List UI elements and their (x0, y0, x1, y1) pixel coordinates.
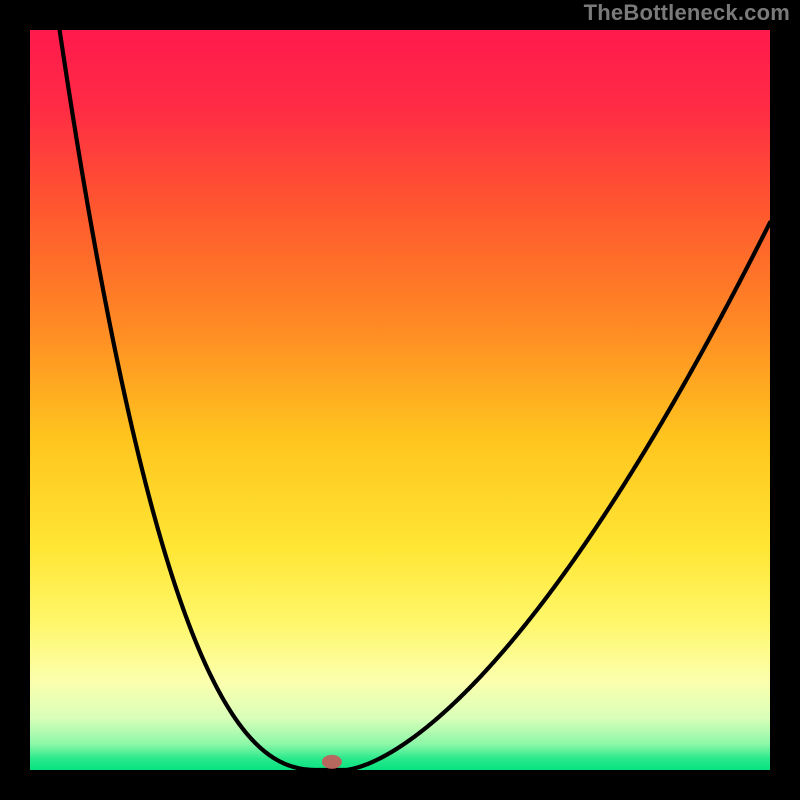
bottleneck-chart (0, 0, 800, 800)
chart-background (30, 30, 770, 770)
optimum-marker (322, 755, 342, 769)
attribution-text: TheBottleneck.com (584, 0, 790, 26)
